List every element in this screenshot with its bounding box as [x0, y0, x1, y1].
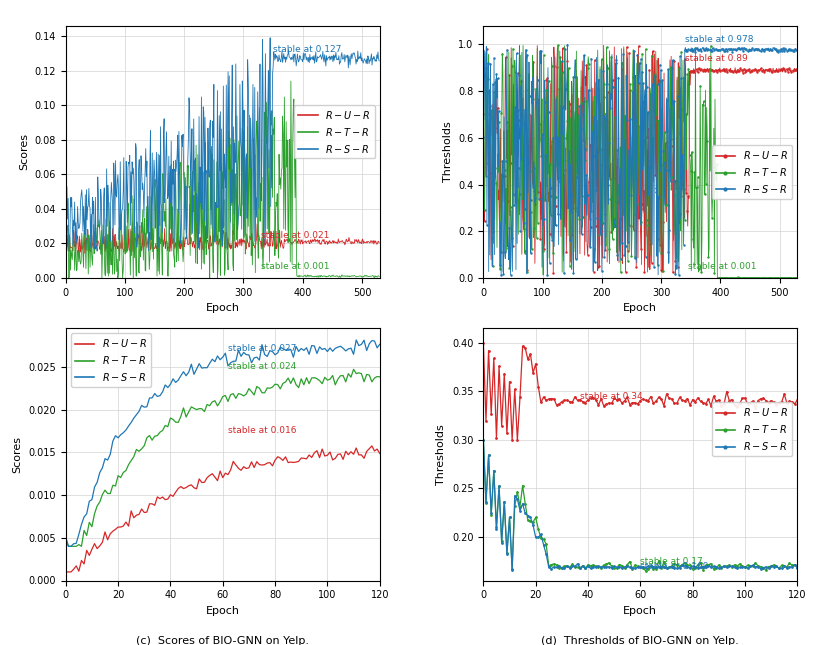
- X-axis label: Epoch: Epoch: [206, 303, 240, 313]
- Text: stable at 0.001: stable at 0.001: [261, 263, 330, 272]
- Text: stable at 0.978: stable at 0.978: [685, 35, 753, 44]
- Y-axis label: Thresholds: Thresholds: [436, 424, 446, 485]
- X-axis label: Epoch: Epoch: [623, 303, 658, 313]
- Legend: $R-U-R$, $R-T-R$, $R-S-R$: $R-U-R$, $R-T-R$, $R-S-R$: [294, 105, 375, 159]
- Text: stable at 0.169: stable at 0.169: [640, 562, 709, 571]
- Text: stable at 0.001: stable at 0.001: [688, 262, 756, 271]
- Y-axis label: Thresholds: Thresholds: [443, 121, 453, 183]
- Text: (a)  Scores of ROO-GNN on Yelp.: (a) Scores of ROO-GNN on Yelp.: [133, 333, 312, 343]
- Text: stable at 0.127: stable at 0.127: [273, 45, 341, 54]
- Text: (b)  Thresholds of ROO-GNN on Yelp.: (b) Thresholds of ROO-GNN on Yelp.: [538, 333, 742, 343]
- Text: stable at 0.021: stable at 0.021: [261, 231, 330, 240]
- Y-axis label: Scores: Scores: [19, 134, 29, 170]
- Text: stable at 0.89: stable at 0.89: [685, 54, 747, 63]
- Y-axis label: Scores: Scores: [12, 436, 23, 473]
- Text: (c)  Scores of BIO-GNN on Yelp.: (c) Scores of BIO-GNN on Yelp.: [136, 636, 309, 645]
- Text: stable at 0.17: stable at 0.17: [640, 557, 703, 566]
- Legend: $R-U-R$, $R-T-R$, $R-S-R$: $R-U-R$, $R-T-R$, $R-S-R$: [71, 333, 151, 387]
- Text: (d)  Thresholds of BIO-GNN on Yelp.: (d) Thresholds of BIO-GNN on Yelp.: [542, 636, 739, 645]
- X-axis label: Epoch: Epoch: [206, 606, 240, 616]
- Legend: $R-U-R$, $R-T-R$, $R-S-R$: $R-U-R$, $R-T-R$, $R-S-R$: [712, 145, 792, 199]
- Text: stable at 0.34: stable at 0.34: [580, 392, 643, 401]
- Text: stable at 0.024: stable at 0.024: [228, 361, 296, 370]
- X-axis label: Epoch: Epoch: [623, 606, 658, 616]
- Text: stable at 0.016: stable at 0.016: [228, 426, 297, 435]
- Legend: $R-U-R$, $R-T-R$, $R-S-R$: $R-U-R$, $R-T-R$, $R-S-R$: [712, 402, 792, 456]
- Text: stable at 0.027: stable at 0.027: [228, 344, 297, 353]
